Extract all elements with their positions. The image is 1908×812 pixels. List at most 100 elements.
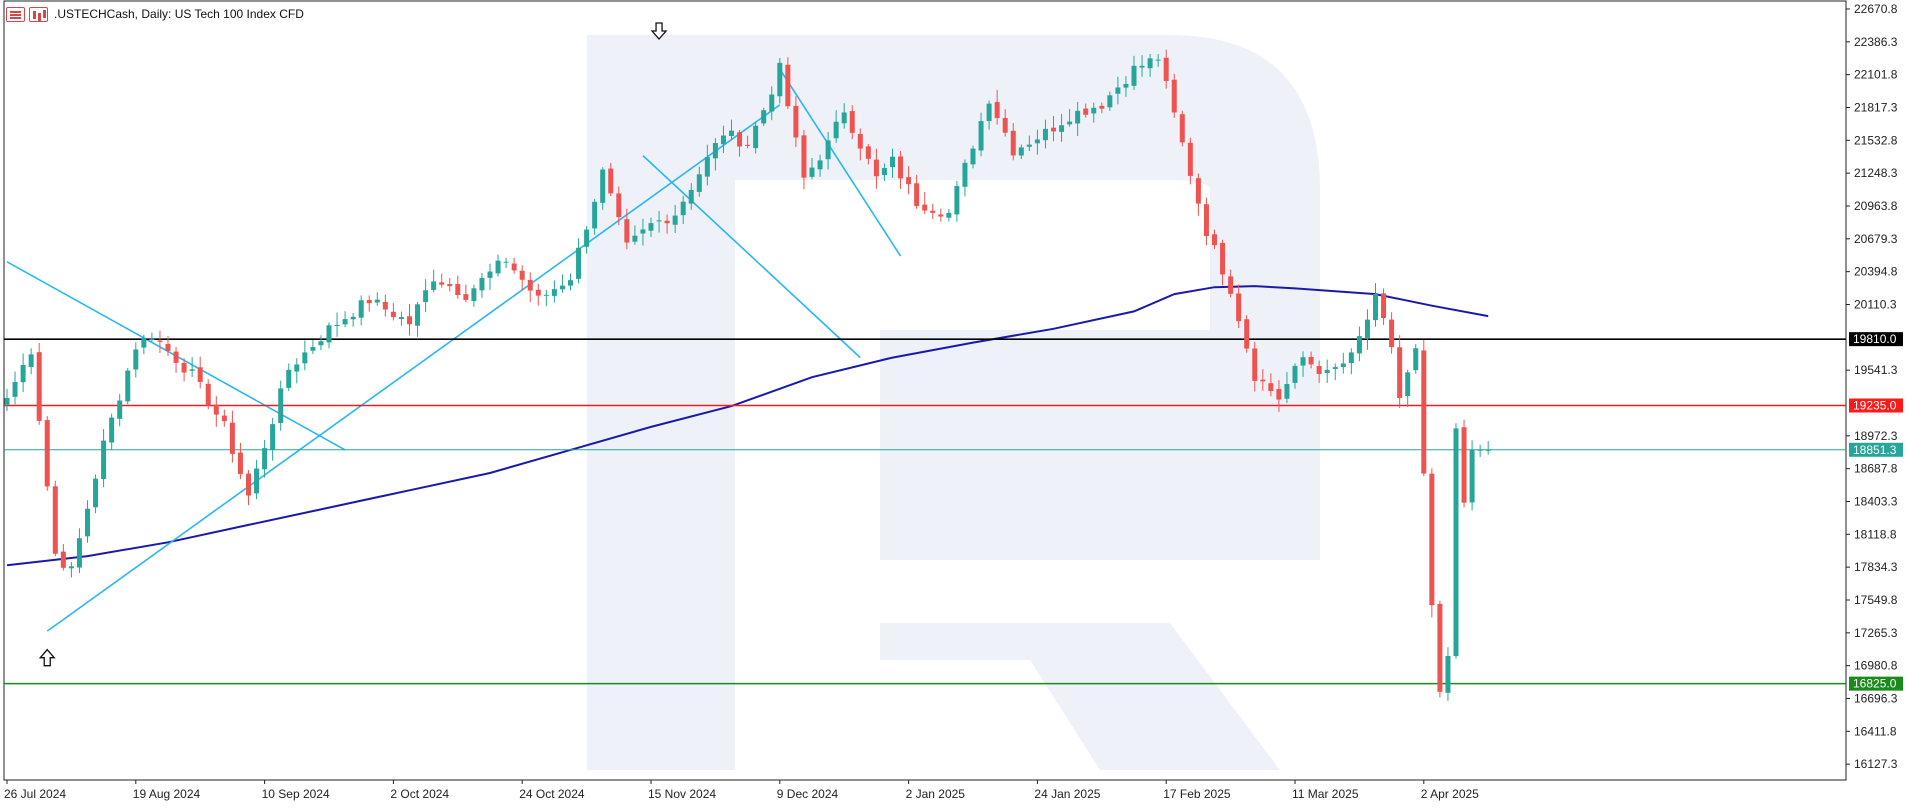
x-tick-label: 15 Nov 2024	[648, 787, 716, 801]
candle-body	[527, 279, 533, 291]
candle-body	[624, 219, 630, 243]
candle	[559, 274, 565, 293]
candle-body	[503, 261, 509, 263]
candle	[205, 379, 211, 410]
candle	[213, 396, 219, 427]
candle	[938, 208, 944, 222]
candle	[85, 500, 90, 543]
trendline	[642, 155, 861, 359]
candle	[954, 180, 960, 222]
candle-body	[817, 160, 823, 170]
candle	[173, 346, 179, 373]
candle	[1010, 122, 1016, 161]
y-tick-label: 18972.3	[1854, 429, 1898, 443]
candle	[1252, 341, 1258, 392]
candle-body	[1292, 365, 1298, 383]
candle-body	[568, 280, 573, 286]
candle	[696, 166, 702, 197]
candles-layer	[4, 49, 1491, 701]
candle	[1429, 468, 1435, 618]
candle	[1083, 103, 1089, 118]
candle-body	[447, 284, 453, 287]
chart-title: .USTECHCash, Daily: US Tech 100 Index CF…	[54, 7, 304, 21]
candle	[1405, 369, 1411, 407]
candle-body	[898, 156, 904, 179]
candle-body	[559, 285, 565, 290]
candle-body	[737, 132, 743, 147]
candle	[648, 217, 654, 238]
candle-body	[1397, 347, 1403, 399]
quote-list-icon[interactable]	[6, 6, 25, 22]
y-tick-label: 16980.8	[1854, 659, 1898, 673]
candle	[1163, 49, 1169, 89]
candle	[745, 135, 751, 149]
candle-body	[576, 247, 582, 279]
candle	[1139, 55, 1145, 77]
candle	[423, 279, 429, 313]
candle	[600, 167, 606, 210]
y-tick-label: 17834.3	[1854, 560, 1898, 574]
candle-body	[1051, 127, 1056, 132]
candle	[930, 203, 936, 220]
candle-body	[44, 420, 50, 487]
candle	[1179, 110, 1185, 147]
candle-body	[769, 94, 775, 112]
candle	[415, 301, 421, 337]
candle-body	[1139, 65, 1145, 68]
candle-body	[1147, 58, 1153, 69]
candle	[52, 480, 58, 557]
candle-body	[801, 135, 807, 178]
candle	[1284, 372, 1290, 403]
candle	[1195, 173, 1201, 216]
candle	[1018, 144, 1024, 160]
candle-body	[133, 349, 139, 370]
trendline	[46, 104, 781, 632]
candle-body	[390, 311, 396, 318]
candle	[294, 358, 300, 384]
candle	[1075, 101, 1081, 136]
candle	[1203, 197, 1209, 246]
candle	[519, 265, 525, 291]
candle-body	[334, 324, 340, 327]
candle-body	[125, 370, 131, 402]
candle-body	[246, 473, 251, 496]
candle-body	[455, 284, 461, 296]
candle	[1268, 373, 1274, 397]
candle-body	[720, 135, 726, 145]
candle	[1316, 360, 1322, 383]
y-tick-label: 20963.8	[1854, 199, 1898, 213]
candle	[785, 57, 791, 109]
bar-chart-icon[interactable]	[29, 6, 48, 22]
candle-body	[205, 383, 211, 406]
candle	[873, 148, 879, 189]
candle-body	[688, 190, 694, 204]
candle-body	[286, 369, 292, 388]
candle	[270, 417, 276, 461]
y-tick-label: 20394.8	[1854, 265, 1898, 279]
candle-body	[648, 223, 654, 231]
candle-body	[1163, 57, 1169, 81]
candle-body	[1437, 603, 1443, 692]
candle	[447, 277, 453, 292]
candle-body	[1236, 293, 1242, 322]
candle	[672, 205, 678, 234]
candle-body	[978, 121, 984, 151]
candle	[326, 322, 332, 349]
candle	[906, 166, 912, 195]
candle-body	[1155, 59, 1161, 61]
candle	[471, 284, 477, 307]
candle	[576, 238, 582, 284]
x-tick-label: 2 Oct 2024	[390, 787, 449, 801]
arrows-layer	[38, 22, 668, 667]
candle	[1059, 113, 1065, 142]
candle	[286, 363, 292, 392]
candle	[568, 273, 573, 291]
candle-body	[600, 169, 606, 203]
x-tick-label: 19 Aug 2024	[133, 787, 201, 801]
candle	[262, 440, 268, 478]
candle-body	[1324, 369, 1330, 374]
candle	[487, 263, 493, 290]
candle	[1276, 380, 1282, 412]
